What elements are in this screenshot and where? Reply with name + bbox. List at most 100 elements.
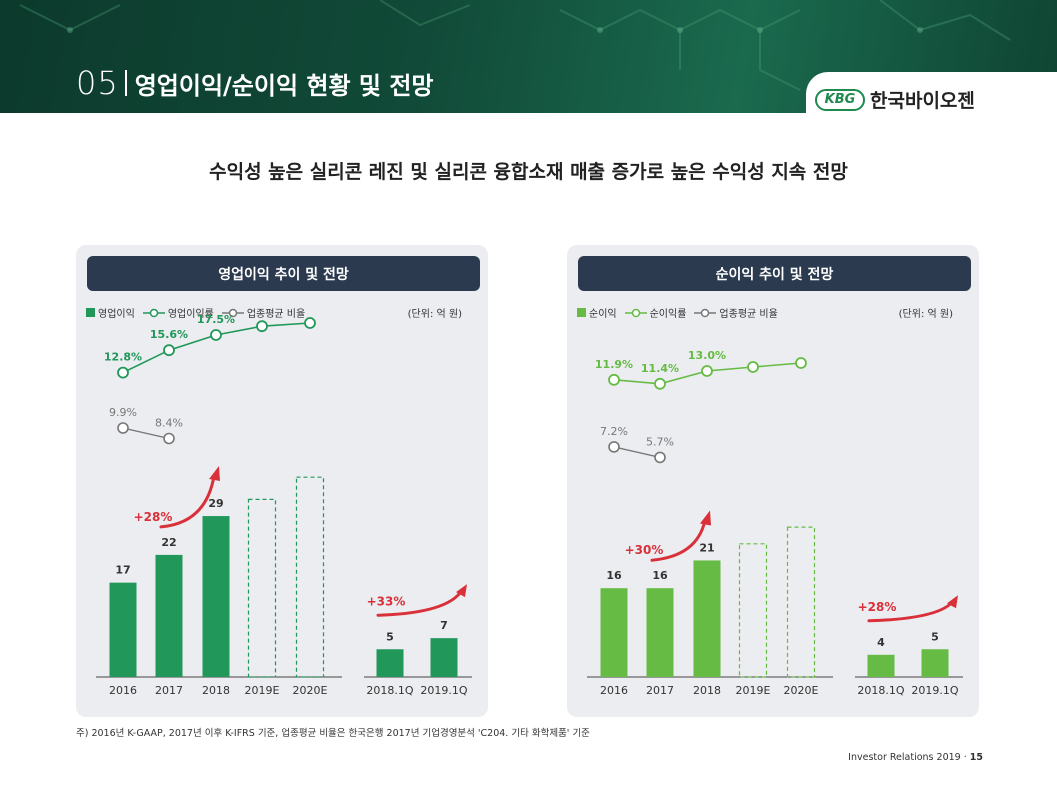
- margin-value-label: 11.4%: [641, 362, 679, 375]
- x-tick-label: 2018: [202, 684, 230, 697]
- legend-item-bar: 순이익: [577, 305, 617, 320]
- bar: [693, 560, 721, 677]
- forecast-bar: [738, 543, 768, 678]
- quarterly-x-tick-label: 2019.1Q: [911, 684, 958, 697]
- legend-item-margin: 영업이익률: [142, 305, 214, 320]
- quarterly-bar: [430, 638, 458, 677]
- bar: [646, 588, 674, 677]
- margin-value-label: 15.6%: [150, 328, 188, 341]
- page-number: 15: [969, 752, 983, 763]
- section-title: 영업이익/순이익 현황 및 전망: [134, 71, 434, 100]
- bar: [109, 582, 137, 677]
- line-marker-icon: [694, 308, 717, 317]
- forecast-bar: [247, 498, 277, 678]
- industry-point: [654, 451, 666, 464]
- footnote: 주) 2016년 K-GAAP, 2017년 이후 K-IFRS 기준, 업종평…: [76, 728, 590, 739]
- margin-point: [256, 320, 268, 333]
- margin-point: [304, 317, 316, 329]
- quarterly-growth-label: +33%: [367, 594, 406, 608]
- forecast-bar: [786, 526, 816, 678]
- panel-title: 순이익 추이 및 전망: [578, 256, 971, 291]
- margin-point: [701, 365, 713, 377]
- bar-value-label: 29: [208, 497, 223, 510]
- quarterly-bar-value-label: 4: [877, 636, 885, 649]
- unit-label: (단위: 억 원): [898, 309, 953, 320]
- bar: [202, 516, 230, 677]
- company-logo: KBG 한국바이오젠: [815, 86, 975, 113]
- molecule-background-graphic: [19, 0, 1011, 91]
- quarterly-x-tick-label: 2019.1Q: [420, 684, 467, 697]
- logo-tab: [806, 72, 1057, 114]
- bar-value-label: 21: [699, 541, 714, 554]
- quarterly-growth-label: +28%: [858, 600, 897, 614]
- section-number: 05: [76, 64, 119, 102]
- industry-point: [117, 422, 129, 434]
- bar-value-label: 16: [606, 569, 622, 582]
- quarterly-bar: [376, 649, 404, 677]
- bar-value-label: 17: [115, 564, 130, 577]
- margin-point: [608, 373, 620, 386]
- x-tick-label: 2017: [646, 684, 674, 697]
- legend-item-margin: 순이익률: [624, 305, 686, 320]
- growth-arrowhead-icon: [209, 466, 220, 482]
- margin-value-label: 11.9%: [595, 358, 633, 371]
- x-tick-label: 2016: [109, 684, 137, 697]
- quarterly-growth-arrowhead-icon: [456, 584, 467, 598]
- bar-value-label: 16: [652, 569, 668, 582]
- margin-point: [163, 344, 175, 357]
- bar-value-label: 22: [161, 536, 176, 549]
- industry-value-label: 9.9%: [109, 406, 137, 419]
- bar-swatch-icon: [577, 308, 586, 317]
- operating-profit-panel: 영업이익 추이 및 전망 영업이익 영업이익률 업종평균 비율 (단위: 억 원…: [76, 245, 488, 717]
- header-banner: 05 영업이익/순이익 현황 및 전망: [0, 0, 1057, 113]
- footer-label: Investor Relations 2019 ·: [848, 752, 970, 763]
- growth-arrowhead-icon: [700, 510, 711, 526]
- industry-point: [608, 441, 620, 453]
- panel-title: 영업이익 추이 및 전망: [87, 256, 480, 291]
- page-footer: Investor Relations 2019 · 15: [848, 752, 983, 763]
- margin-point: [795, 357, 807, 369]
- growth-arrow-icon: [650, 518, 707, 562]
- quarterly-bar: [921, 649, 949, 677]
- margin-point: [210, 329, 222, 341]
- industry-line: [613, 446, 661, 459]
- margin-value-label: 12.8%: [104, 351, 142, 364]
- x-tick-label: 2019E: [245, 684, 280, 697]
- net-profit-panel: 순이익 추이 및 전망 순이익 순이익률 업종평균 비율 (단위: 억 원) 1…: [567, 245, 979, 717]
- growth-label: +28%: [134, 510, 173, 524]
- margin-point: [747, 361, 759, 373]
- industry-value-label: 8.4%: [155, 417, 183, 430]
- growth-label: +30%: [625, 543, 664, 557]
- page-title: 05 영업이익/순이익 현황 및 전망: [76, 64, 434, 102]
- quarterly-bar-value-label: 5: [386, 630, 394, 643]
- quarterly-growth-arrow-icon: [376, 588, 464, 617]
- quarterly-growth-arrowhead-icon: [947, 595, 958, 609]
- kbg-logo-icon: KBG: [815, 88, 865, 111]
- quarterly-bar-value-label: 7: [440, 619, 448, 632]
- margin-value-label: 17.5%: [197, 313, 235, 326]
- bar: [600, 588, 628, 677]
- margin-point: [654, 377, 666, 390]
- x-tick-label: 2016: [600, 684, 628, 697]
- net-profit-chart: 16 2016 16 2017 21 2018 2019E 2020E 4 2018.1Q 5 201…: [587, 349, 963, 697]
- legend-item-industry: 업종평균 비율: [694, 305, 778, 320]
- industry-value-label: 5.7%: [646, 435, 674, 448]
- x-tick-label: 2017: [155, 684, 183, 697]
- title-divider: [124, 70, 127, 96]
- margin-value-label: 13.0%: [688, 349, 726, 362]
- quarterly-bar: [867, 654, 895, 677]
- company-name: 한국바이오젠: [870, 90, 975, 112]
- chart-legend: 순이익 순이익률 업종평균 비율: [577, 305, 786, 320]
- headline: 수익성 높은 실리콘 레진 및 실리콘 융합소재 매출 증가로 높은 수익성 지…: [209, 161, 848, 183]
- growth-arrow-icon: [159, 474, 216, 529]
- unit-label: (단위: 억 원): [407, 309, 462, 320]
- bar-swatch-icon: [86, 308, 95, 317]
- quarterly-x-tick-label: 2018.1Q: [366, 684, 413, 697]
- x-tick-label: 2020E: [293, 684, 328, 697]
- quarterly-x-tick-label: 2018.1Q: [857, 684, 904, 697]
- chart-legend: 영업이익 영업이익률 업종평균 비율: [86, 305, 313, 320]
- legend-item-industry: 업종평균 비율: [221, 305, 305, 320]
- margin-point: [117, 366, 129, 379]
- line-marker-icon: [624, 308, 647, 317]
- industry-value-label: 7.2%: [600, 425, 628, 438]
